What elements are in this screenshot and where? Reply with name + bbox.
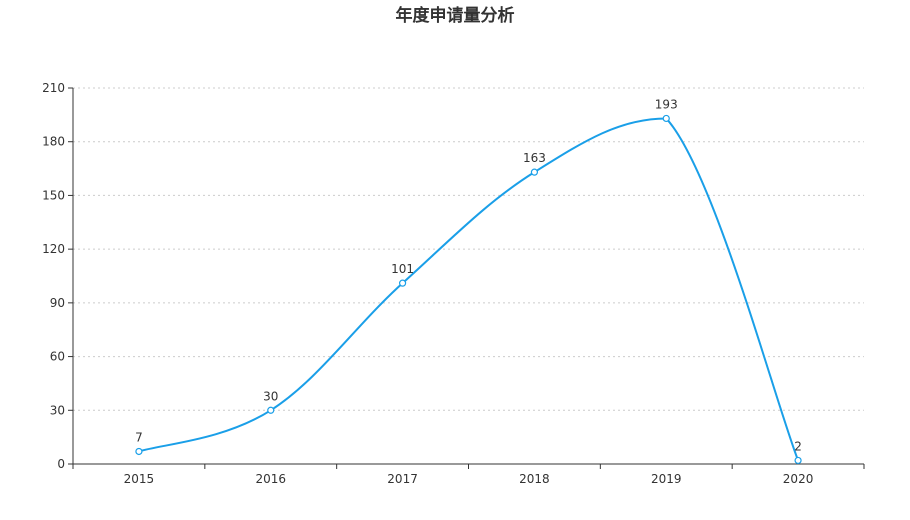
data-point [530,168,539,176]
y-tick-label: 0 [57,457,65,471]
x-tick-label: 2016 [255,472,286,486]
y-tick-label: 210 [42,81,65,95]
x-tick-label: 2015 [124,472,155,486]
data-label: 30 [263,389,278,403]
y-tick-label: 90 [50,296,65,310]
y-tick-label: 60 [50,350,65,364]
chart-title: 年度申请量分析 [396,5,515,26]
data-labels: 7 30 101 163 193 2 [135,97,802,453]
data-label: 163 [523,151,546,165]
axes: 0 30 60 90 120 150 180 210 2015 2016 2017 2018 2019 2… [42,81,865,486]
data-point [398,279,407,287]
data-label: 101 [391,262,414,276]
y-tick-label: 150 [42,188,65,202]
y-tick-label: 30 [50,403,65,417]
x-tick-label: 2018 [519,472,550,486]
grid-lines [73,87,864,411]
x-tick-label: 2019 [651,472,682,486]
x-tick-label: 2020 [783,472,814,486]
y-tick-label: 120 [42,242,65,256]
data-label: 7 [135,430,143,444]
series-line [138,117,800,461]
data-point [135,447,143,456]
data-point [794,456,802,465]
data-point [662,114,670,123]
data-label: 2 [794,439,802,453]
data-point [267,406,275,414]
x-tick-label: 2017 [387,472,418,486]
y-tick-label: 180 [42,135,65,149]
data-label: 193 [655,97,678,111]
series [135,114,802,465]
